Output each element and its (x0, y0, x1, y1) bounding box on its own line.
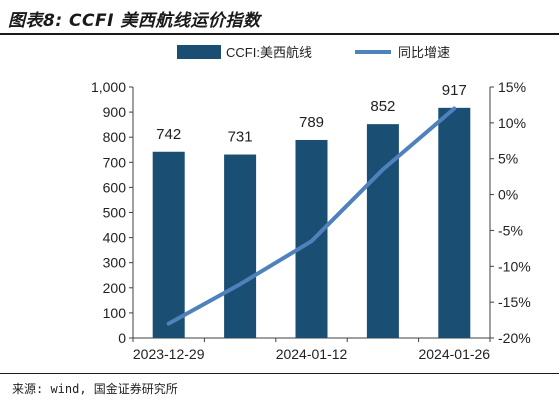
yoy-growth-point (168, 323, 170, 325)
y-left-tick-label: 400 (103, 230, 127, 246)
y-right-tick-label: 0% (498, 187, 518, 203)
y-right-tick-label: -10% (498, 258, 531, 274)
y-left-tick-label: 500 (103, 205, 127, 221)
chart: CCFI:美西航线 同比增速 0 100 200 300 400 500 600 700 800… (91, 45, 531, 362)
y-left-tick-label: 1,000 (91, 79, 126, 95)
bar-value-label: 731 (228, 129, 253, 146)
x-tick-label: 2024-01-26 (418, 346, 490, 362)
bar (366, 124, 399, 338)
y-left-tick-label: 900 (103, 104, 127, 120)
y-left-tick-label: 700 (103, 154, 127, 170)
bar (224, 154, 257, 338)
x-tick-label: 2023-12-29 (133, 346, 205, 362)
bar (152, 151, 185, 338)
source-note: 来源: wind, 国金证券研究所 (12, 382, 178, 396)
bar (438, 107, 471, 338)
y-right-tick-label: -15% (498, 294, 531, 310)
bar-value-label: 742 (156, 126, 181, 143)
yoy-growth-point (311, 240, 312, 242)
figure-title: 图表8: CCFI 美西航线运价指数 (8, 11, 261, 31)
y-left-tick-label: 0 (118, 330, 126, 346)
y-right-tick-label: 5% (498, 151, 518, 167)
legend-label-line: 同比增速 (398, 45, 450, 60)
y-right-tick-label: -20% (498, 330, 531, 346)
legend-label-bar: CCFI:美西航线 (226, 45, 312, 60)
y-left-tick-label: 800 (103, 129, 127, 145)
y-left-tick-label: 600 (103, 179, 127, 195)
legend-swatch-bar (177, 45, 221, 59)
y-right-tick-label: -5% (498, 222, 523, 238)
yoy-growth-point (382, 168, 384, 170)
title-rule (0, 33, 559, 35)
y-left-tick-label: 100 (103, 305, 127, 321)
y-left-tick-label: 300 (103, 255, 127, 271)
yoy-growth-point (239, 283, 241, 285)
bar-value-label: 917 (442, 82, 467, 99)
bar-value-label: 852 (370, 98, 395, 115)
plot-area: 0 100 200 300 400 500 600 700 800 900 1,000 -20% -15… (91, 79, 531, 362)
legend: CCFI:美西航线 同比增速 (177, 45, 450, 60)
bar-value-label: 789 (299, 114, 324, 131)
y-right-tick-label: 10% (498, 115, 526, 131)
y-right-tick-label: 15% (498, 79, 526, 95)
y-left-tick-label: 200 (103, 280, 127, 296)
bottom-rule (0, 373, 559, 374)
yoy-growth-point (453, 108, 455, 110)
x-tick-label: 2024-01-12 (276, 346, 348, 362)
